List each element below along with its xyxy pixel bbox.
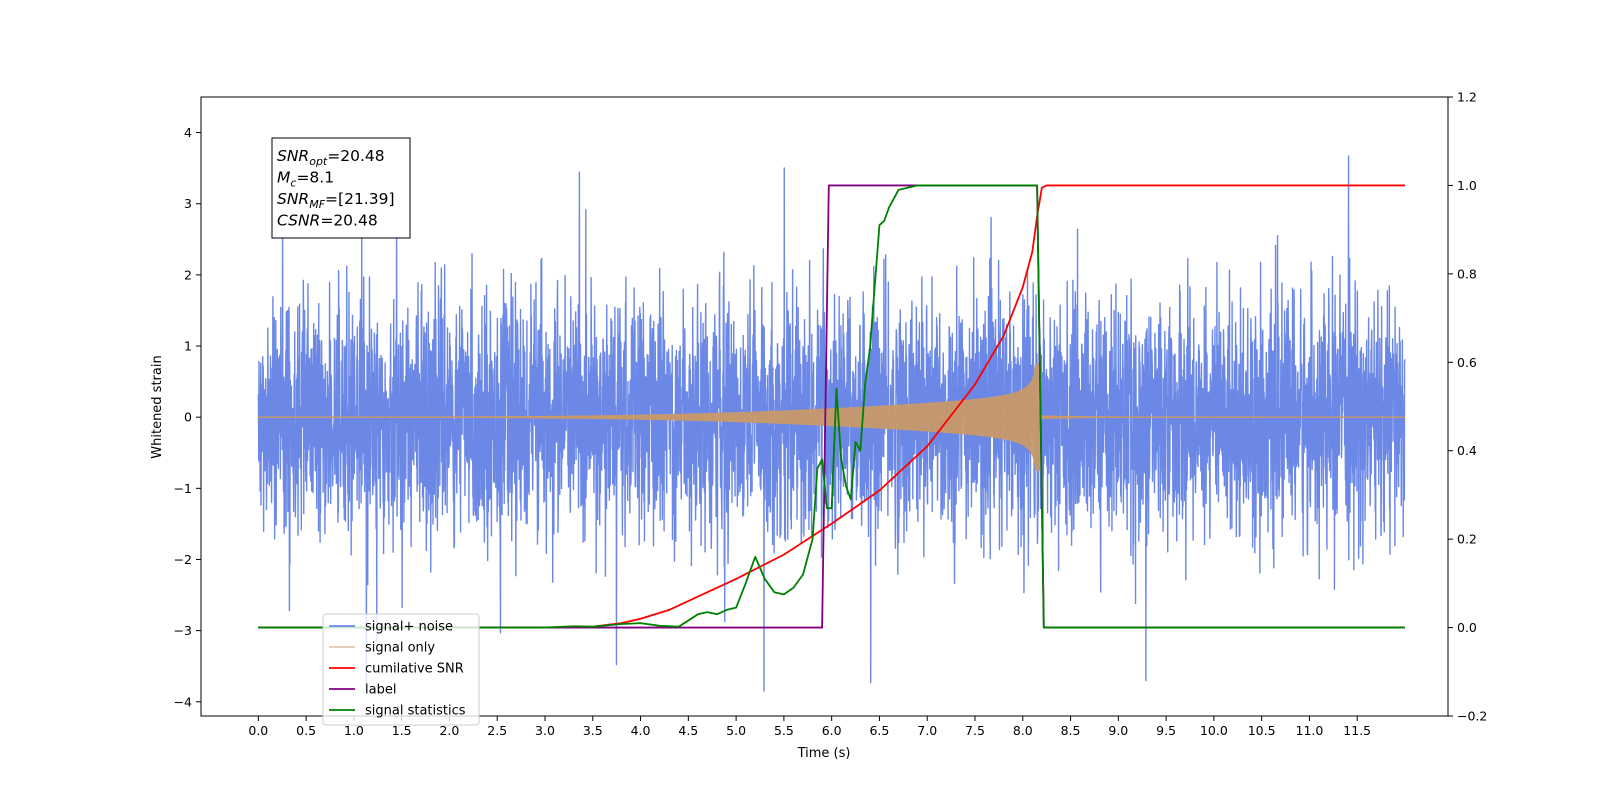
annotation-value: =20.48 bbox=[320, 212, 377, 230]
x-tick-label: 2.0 bbox=[439, 723, 459, 738]
y2-tick-label: 0.6 bbox=[1457, 355, 1477, 370]
x-tick-label: 11.0 bbox=[1296, 723, 1324, 738]
annotation-frame bbox=[271, 137, 411, 239]
legend-label-label: label bbox=[365, 683, 396, 698]
annotation-subscript: c bbox=[290, 177, 296, 190]
annotation-subscript: opt bbox=[309, 155, 328, 168]
x-tick-label: 0.5 bbox=[296, 723, 316, 738]
x-tick-label: 2.5 bbox=[487, 723, 507, 738]
x-tick-label: 10.5 bbox=[1248, 723, 1276, 738]
y-tick-label: 2 bbox=[184, 267, 192, 282]
y-tick-label: 3 bbox=[184, 196, 192, 211]
y-tick-label: −2 bbox=[174, 552, 192, 567]
legend-label-signal-statistics: signal statistics bbox=[365, 704, 466, 719]
x-tick-label: 3.5 bbox=[583, 723, 603, 738]
y2-tick-label: −0.2 bbox=[1457, 709, 1487, 724]
x-tick-label: 4.5 bbox=[678, 723, 698, 738]
annotation-symbol: CSNR bbox=[277, 212, 320, 230]
y-tick-label: −1 bbox=[174, 481, 192, 496]
x-tick-label: 5.5 bbox=[774, 723, 794, 738]
annotation-line: SNRopt=20.48 bbox=[277, 147, 385, 168]
annotation-symbol: SNR bbox=[277, 190, 309, 208]
legend-label-cumilative-snr: cumilative SNR bbox=[365, 662, 464, 677]
legend: signal+ noise signal only cumilative SNR la… bbox=[322, 613, 480, 726]
legend-label-signal-only: signal only bbox=[365, 641, 435, 656]
y2-tick-label: 0.2 bbox=[1457, 532, 1477, 547]
x-tick-label: 5.0 bbox=[726, 723, 746, 738]
y2-tick-label: 0.8 bbox=[1457, 266, 1477, 281]
y2-tick-label: 1.2 bbox=[1457, 90, 1477, 105]
y-tick-label: 0 bbox=[184, 410, 192, 425]
x-tick-label: 3.0 bbox=[535, 723, 555, 738]
annotation-value: =20.48 bbox=[327, 147, 384, 165]
x-tick-label: 1.0 bbox=[344, 723, 364, 738]
x-tick-label: 0.0 bbox=[248, 723, 268, 738]
x-tick-label: 9.0 bbox=[1108, 723, 1128, 738]
x-tick-label: 6.0 bbox=[822, 723, 842, 738]
annotation-subscript: MF bbox=[309, 198, 325, 211]
plot-frame bbox=[200, 96, 1449, 717]
y-tick-label: −3 bbox=[174, 623, 192, 638]
annotation-value: =[21.39] bbox=[325, 190, 394, 208]
annotation-symbol: M bbox=[277, 169, 290, 187]
x-tick-label: 7.5 bbox=[965, 723, 985, 738]
x-tick-label: 11.5 bbox=[1343, 723, 1371, 738]
y-tick-label: −4 bbox=[174, 694, 192, 709]
x-tick-label: 1.5 bbox=[392, 723, 412, 738]
x-tick-label: 10.0 bbox=[1200, 723, 1228, 738]
x-tick-label: 8.0 bbox=[1013, 723, 1033, 738]
series-cumilative-snr-line bbox=[258, 184, 1405, 629]
annotation-symbol: SNR bbox=[277, 147, 309, 165]
x-tick-label: 4.0 bbox=[631, 723, 651, 738]
y-tick-label: 4 bbox=[184, 125, 192, 140]
annotation-box: SNRopt=20.48Mc=8.1SNRMF=[21.39]CSNR=20.4… bbox=[271, 137, 411, 239]
y2-tick-label: 0.0 bbox=[1457, 620, 1477, 635]
x-tick-label: 8.5 bbox=[1061, 723, 1081, 738]
x-tick-label: 7.0 bbox=[917, 723, 937, 738]
x-axis-label: Time (s) bbox=[797, 746, 851, 761]
annotation-line: Mc=8.1 bbox=[277, 169, 334, 190]
legend-label-signal-noise: signal+ noise bbox=[365, 620, 453, 635]
x-tick-label: 9.5 bbox=[1156, 723, 1176, 738]
annotation-line: CSNR=20.48 bbox=[277, 212, 378, 230]
annotation-line: SNRMF=[21.39] bbox=[277, 190, 395, 211]
legend-frame bbox=[322, 613, 480, 726]
x-tick-label: 6.5 bbox=[869, 723, 889, 738]
y2-tick-label: 0.4 bbox=[1457, 443, 1477, 458]
series-signal-statistics-line bbox=[258, 184, 1405, 629]
y-tick-label: 1 bbox=[184, 339, 192, 354]
series-signal-noise-line bbox=[257, 155, 1406, 692]
annotation-value: =8.1 bbox=[296, 169, 334, 187]
y-axis-label: Whitened strain bbox=[150, 355, 165, 458]
y2-tick-label: 1.0 bbox=[1457, 178, 1477, 193]
